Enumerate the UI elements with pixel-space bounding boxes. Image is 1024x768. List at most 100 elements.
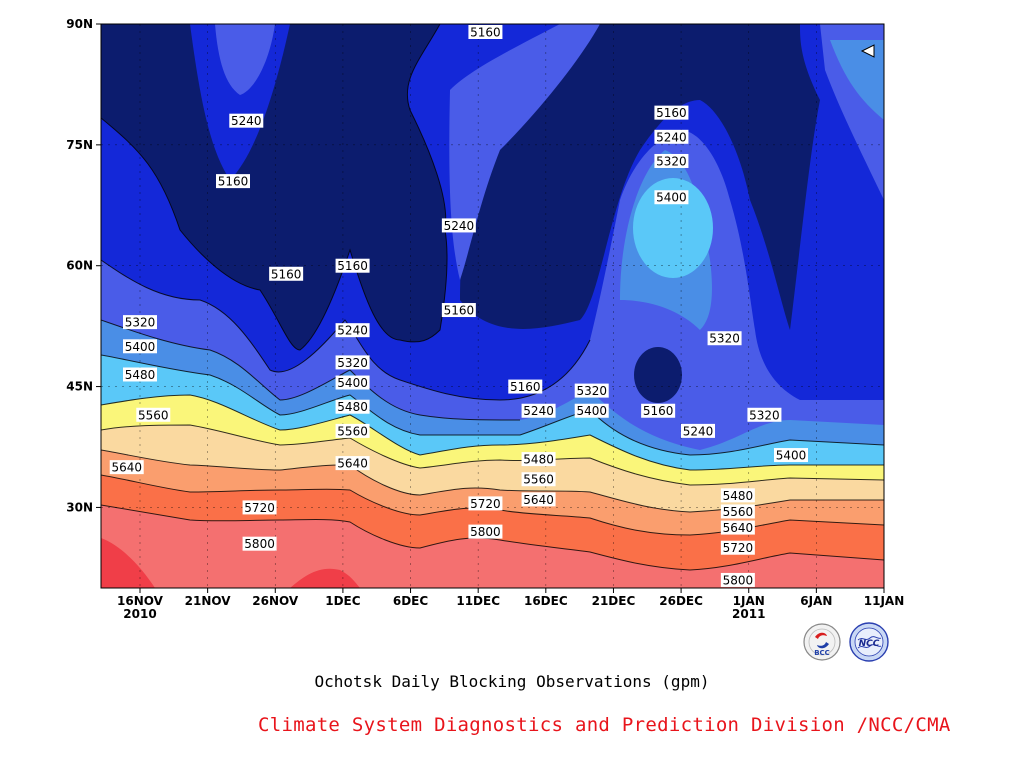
svg-text:5320: 5320 bbox=[709, 332, 740, 346]
contour-label: 5640 bbox=[109, 460, 144, 475]
bcc-logo-icon: BCC bbox=[803, 623, 841, 661]
svg-text:5320: 5320 bbox=[125, 316, 156, 330]
contour-label: 5320 bbox=[707, 331, 742, 346]
svg-text:5160: 5160 bbox=[510, 380, 541, 394]
svg-text:5640: 5640 bbox=[337, 457, 368, 471]
svg-text:5160: 5160 bbox=[643, 404, 674, 418]
svg-text:5160: 5160 bbox=[444, 304, 475, 318]
x-tick-label: 21NOV bbox=[185, 594, 232, 608]
y-tick-label: 90N bbox=[66, 17, 93, 31]
contour-label: 5400 bbox=[335, 375, 370, 390]
contour-label: 5480 bbox=[335, 399, 370, 414]
x-tick-label: 21DEC bbox=[592, 594, 636, 608]
contour-label: 5480 bbox=[521, 452, 556, 467]
contour-label: 5640 bbox=[720, 520, 755, 535]
contour-line-5480 bbox=[101, 394, 884, 471]
svg-text:5320: 5320 bbox=[749, 408, 780, 422]
svg-text:5240: 5240 bbox=[231, 114, 262, 128]
svg-text:5240: 5240 bbox=[683, 424, 714, 438]
contour-line-5800 bbox=[101, 504, 884, 571]
x-year-label: 2011 bbox=[732, 607, 765, 621]
svg-text:5720: 5720 bbox=[723, 541, 754, 555]
band-above-5880-left bbox=[101, 538, 155, 588]
contour-label: 5720 bbox=[242, 500, 277, 515]
contour-label: 5640 bbox=[335, 456, 370, 471]
y-tick-label: 75N bbox=[66, 138, 93, 152]
contour-label: 5320 bbox=[123, 315, 157, 330]
band-above-5880-mid bbox=[290, 568, 360, 588]
svg-text:5400: 5400 bbox=[656, 191, 687, 205]
credit-line: Climate System Diagnostics and Predictio… bbox=[258, 714, 951, 736]
contour-label: 5240 bbox=[441, 218, 476, 233]
contour-line-5560 bbox=[101, 424, 884, 486]
y-tick-label: 45N bbox=[66, 380, 93, 394]
x-tick-label: 6JAN bbox=[800, 594, 832, 608]
svg-text:5160: 5160 bbox=[656, 106, 687, 120]
contour-label: 5160 bbox=[216, 174, 250, 189]
svg-text:5720: 5720 bbox=[470, 497, 501, 511]
contour-line-5720 bbox=[101, 474, 884, 536]
contour-label: 5160 bbox=[654, 105, 689, 120]
svg-text:5400: 5400 bbox=[125, 340, 156, 354]
svg-text:5240: 5240 bbox=[444, 219, 475, 233]
svg-text:5400: 5400 bbox=[776, 449, 807, 463]
x-tick-label: 11DEC bbox=[456, 594, 500, 608]
band-5320-right-blob bbox=[830, 40, 884, 120]
contour-label: 5320 bbox=[574, 383, 609, 398]
y-tick-label: 30N bbox=[66, 500, 93, 514]
svg-text:5560: 5560 bbox=[138, 408, 169, 422]
svg-text:5800: 5800 bbox=[470, 525, 501, 539]
bcc-logo-text: BCC bbox=[814, 649, 830, 657]
contour-label: 5240 bbox=[229, 113, 264, 128]
contour-line-5320 bbox=[101, 319, 521, 421]
contour-labels: 5240 5160 5160 5160 5240 5320 5400 5480 5560 5640… bbox=[109, 25, 808, 587]
x-tick-label: 1DEC bbox=[325, 594, 361, 608]
x-tick-label: 26DEC bbox=[659, 594, 703, 608]
svg-text:5160: 5160 bbox=[470, 26, 501, 40]
contour-label: 5240 bbox=[654, 129, 689, 144]
contour-line-5240 bbox=[101, 259, 591, 401]
svg-text:5160: 5160 bbox=[271, 267, 302, 281]
band-5160-hole bbox=[634, 347, 682, 403]
x-tick-label: 6DEC bbox=[393, 594, 429, 608]
band-5800-5880 bbox=[101, 505, 884, 588]
contour-label: 5560 bbox=[720, 504, 755, 519]
contour-chart: 16NOV 21NOV 26NOV 1DEC 6DEC 11DEC 16DEC 21DEC 26… bbox=[66, 17, 904, 621]
svg-text:5480: 5480 bbox=[523, 453, 554, 467]
y-tick-label: 60N bbox=[66, 259, 93, 273]
contour-label: 5320 bbox=[747, 407, 782, 422]
ncc-logo-icon: NCC bbox=[849, 622, 889, 662]
contour-label: 5480 bbox=[123, 367, 157, 382]
contour-label: 5160 bbox=[508, 379, 543, 394]
contour-label: 5720 bbox=[468, 496, 503, 511]
band-5160-top-blob bbox=[190, 24, 290, 180]
x-year-label: 2010 bbox=[123, 607, 156, 621]
svg-text:5320: 5320 bbox=[337, 356, 368, 370]
svg-text:5320: 5320 bbox=[576, 384, 607, 398]
svg-text:5560: 5560 bbox=[723, 505, 754, 519]
contour-label: 5800 bbox=[242, 536, 277, 551]
svg-text:5640: 5640 bbox=[523, 493, 554, 507]
svg-text:5560: 5560 bbox=[523, 473, 554, 487]
svg-text:5800: 5800 bbox=[723, 573, 754, 587]
contour-label: 5400 bbox=[123, 339, 157, 354]
band-5400-blob bbox=[633, 178, 713, 278]
contour-label: 5400 bbox=[574, 403, 609, 418]
logos: BCC NCC bbox=[803, 622, 889, 662]
contour-label: 5320 bbox=[335, 355, 370, 370]
svg-text:5160: 5160 bbox=[218, 175, 249, 189]
marker-triangle-icon bbox=[860, 44, 875, 58]
x-tick-label: 26NOV bbox=[252, 594, 299, 608]
contour-label: 5560 bbox=[335, 423, 370, 438]
svg-text:5480: 5480 bbox=[337, 400, 368, 414]
contour-label: 5240 bbox=[681, 423, 715, 438]
svg-text:5640: 5640 bbox=[723, 521, 754, 535]
svg-text:5640: 5640 bbox=[111, 461, 142, 475]
svg-text:5480: 5480 bbox=[125, 368, 156, 382]
svg-text:5400: 5400 bbox=[576, 404, 607, 418]
axis-ticks: 16NOV 21NOV 26NOV 1DEC 6DEC 11DEC 16DEC 21DEC 26… bbox=[66, 17, 904, 621]
band-5240-mid-blob bbox=[449, 24, 600, 280]
plot-frame bbox=[100, 23, 885, 589]
ncc-logo-text: NCC bbox=[859, 639, 880, 649]
svg-text:5560: 5560 bbox=[337, 424, 368, 438]
